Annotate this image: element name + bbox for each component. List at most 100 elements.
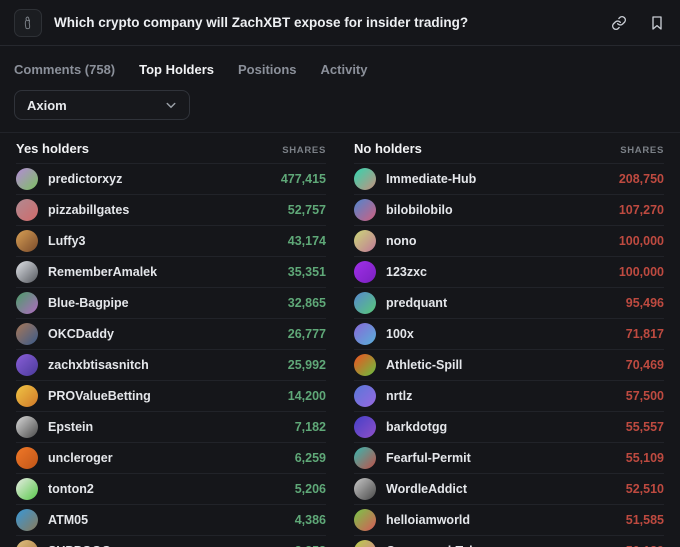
holder-shares: 7,182 bbox=[294, 420, 326, 434]
avatar bbox=[354, 292, 376, 314]
holder-row[interactable]: predictorxyz 477,415 bbox=[16, 163, 326, 194]
avatar bbox=[354, 478, 376, 500]
holders-columns: Yes holders SHARES predictorxyz 477,415 … bbox=[0, 132, 680, 547]
avatar bbox=[354, 354, 376, 376]
holder-row[interactable]: zachxbtisasnitch 25,992 bbox=[16, 349, 326, 380]
holders-list-no: Immediate-Hub 208,750 bilobilobilo 107,2… bbox=[354, 163, 664, 547]
holder-row[interactable]: PROValueBetting 14,200 bbox=[16, 380, 326, 411]
holder-row[interactable]: WordleAddict 52,510 bbox=[354, 473, 664, 504]
doodle-figure-icon bbox=[24, 16, 31, 29]
holder-row[interactable]: nrtlz 57,500 bbox=[354, 380, 664, 411]
holder-shares: 52,757 bbox=[287, 203, 326, 217]
holder-row[interactable]: SUPPGGG 3,258 bbox=[16, 535, 326, 547]
holder-name: WordleAddict bbox=[386, 482, 468, 496]
holder-row[interactable]: 123zxc 100,000 bbox=[354, 256, 664, 287]
holder-row[interactable]: Immediate-Hub 208,750 bbox=[354, 163, 664, 194]
holder-shares: 6,259 bbox=[294, 451, 326, 465]
holder-shares: 35,351 bbox=[287, 265, 326, 279]
holder-name: predquant bbox=[386, 296, 448, 310]
holder-shares: 100,000 bbox=[618, 234, 664, 248]
holder-shares: 26,777 bbox=[287, 327, 326, 341]
tab-positions[interactable]: Positions bbox=[238, 62, 297, 77]
holder-row[interactable]: Epstein 7,182 bbox=[16, 411, 326, 442]
avatar bbox=[16, 354, 38, 376]
holder-row[interactable]: OKCDaddy 26,777 bbox=[16, 318, 326, 349]
holder-name: 123zxc bbox=[386, 265, 428, 279]
tab-comments[interactable]: Comments (758) bbox=[14, 62, 116, 77]
holder-row[interactable]: helloiamworld 51,585 bbox=[354, 504, 664, 535]
avatar bbox=[16, 230, 38, 252]
holder-name: OKCDaddy bbox=[48, 327, 114, 341]
holder-name: Epstein bbox=[48, 420, 94, 434]
holder-name: Athletic-Spill bbox=[386, 358, 463, 372]
holder-row[interactable]: bilobilobilo 107,270 bbox=[354, 194, 664, 225]
outcome-select[interactable]: Axiom bbox=[14, 90, 190, 120]
avatar bbox=[16, 292, 38, 314]
holders-list-yes: predictorxyz 477,415 pizzabillgates 52,7… bbox=[16, 163, 326, 547]
avatar bbox=[354, 230, 376, 252]
holder-shares: 100,000 bbox=[618, 265, 664, 279]
holder-shares: 4,386 bbox=[294, 513, 326, 527]
tab-activity[interactable]: Activity bbox=[320, 62, 368, 77]
holder-name: tonton2 bbox=[48, 482, 94, 496]
holder-name: predictorxyz bbox=[48, 172, 123, 186]
holder-shares: 25,992 bbox=[287, 358, 326, 372]
holder-row[interactable]: predquant 95,496 bbox=[354, 287, 664, 318]
holder-row[interactable]: Luffy3 43,174 bbox=[16, 225, 326, 256]
holder-name: uncleroger bbox=[48, 451, 113, 465]
holder-row[interactable]: tonton2 5,206 bbox=[16, 473, 326, 504]
holder-shares: 51,585 bbox=[625, 513, 664, 527]
avatar bbox=[354, 168, 376, 190]
holder-row[interactable]: ATM05 4,386 bbox=[16, 504, 326, 535]
holder-shares: 32,865 bbox=[287, 296, 326, 310]
holder-row[interactable]: uncleroger 6,259 bbox=[16, 442, 326, 473]
holder-row[interactable]: pizzabillgates 52,757 bbox=[16, 194, 326, 225]
tab-bar: Comments (758) Top Holders Positions Act… bbox=[0, 46, 680, 77]
avatar bbox=[16, 416, 38, 438]
holder-shares: 95,496 bbox=[625, 296, 664, 310]
holder-shares: 71,817 bbox=[625, 327, 664, 341]
avatar bbox=[354, 199, 376, 221]
holder-name: zachxbtisasnitch bbox=[48, 358, 149, 372]
holder-row[interactable]: Blue-Bagpipe 32,865 bbox=[16, 287, 326, 318]
holder-shares: 70,469 bbox=[625, 358, 664, 372]
yes-shares-label: SHARES bbox=[282, 145, 326, 156]
holder-shares: 43,174 bbox=[287, 234, 326, 248]
holder-row[interactable]: nono 100,000 bbox=[354, 225, 664, 256]
link-icon[interactable] bbox=[610, 14, 628, 32]
holder-name: barkdotgg bbox=[386, 420, 448, 434]
holder-name: Luffy3 bbox=[48, 234, 86, 248]
holder-shares: 52,510 bbox=[625, 482, 664, 496]
no-holders-column: No holders SHARES Immediate-Hub 208,750 … bbox=[354, 133, 664, 547]
holder-row[interactable]: Fearful-Permit 55,109 bbox=[354, 442, 664, 473]
holder-name: ATM05 bbox=[48, 513, 89, 527]
holder-name: Immediate-Hub bbox=[386, 172, 477, 186]
holder-name: RememberAmalek bbox=[48, 265, 158, 279]
holder-row[interactable]: Concerned-Tab 50,139 bbox=[354, 535, 664, 547]
chevron-down-icon bbox=[166, 102, 176, 109]
yes-holders-title: Yes holders bbox=[16, 141, 89, 156]
holder-shares: 57,500 bbox=[625, 389, 664, 403]
holder-row[interactable]: RememberAmalek 35,351 bbox=[16, 256, 326, 287]
outcome-selected-value: Axiom bbox=[27, 97, 67, 113]
holder-name: Blue-Bagpipe bbox=[48, 296, 129, 310]
bookmark-icon[interactable] bbox=[648, 14, 666, 32]
market-title: Which crypto company will ZachXBT expose… bbox=[54, 15, 469, 30]
market-thumbnail bbox=[14, 8, 42, 37]
avatar bbox=[354, 261, 376, 283]
holder-name: nrtlz bbox=[386, 389, 413, 403]
holder-shares: 55,557 bbox=[625, 420, 664, 434]
holder-shares: 50,139 bbox=[626, 544, 664, 547]
tab-top-holders[interactable]: Top Holders bbox=[139, 62, 215, 77]
holder-shares: 5,206 bbox=[294, 482, 326, 496]
avatar bbox=[16, 447, 38, 469]
avatar bbox=[354, 323, 376, 345]
holder-name: Fearful-Permit bbox=[386, 451, 471, 465]
holder-name: PROValueBetting bbox=[48, 389, 151, 403]
avatar bbox=[354, 416, 376, 438]
no-holders-header: No holders SHARES bbox=[354, 133, 664, 163]
holder-shares: 14,200 bbox=[287, 389, 326, 403]
holder-row[interactable]: Athletic-Spill 70,469 bbox=[354, 349, 664, 380]
holder-row[interactable]: 100x 71,817 bbox=[354, 318, 664, 349]
holder-row[interactable]: barkdotgg 55,557 bbox=[354, 411, 664, 442]
